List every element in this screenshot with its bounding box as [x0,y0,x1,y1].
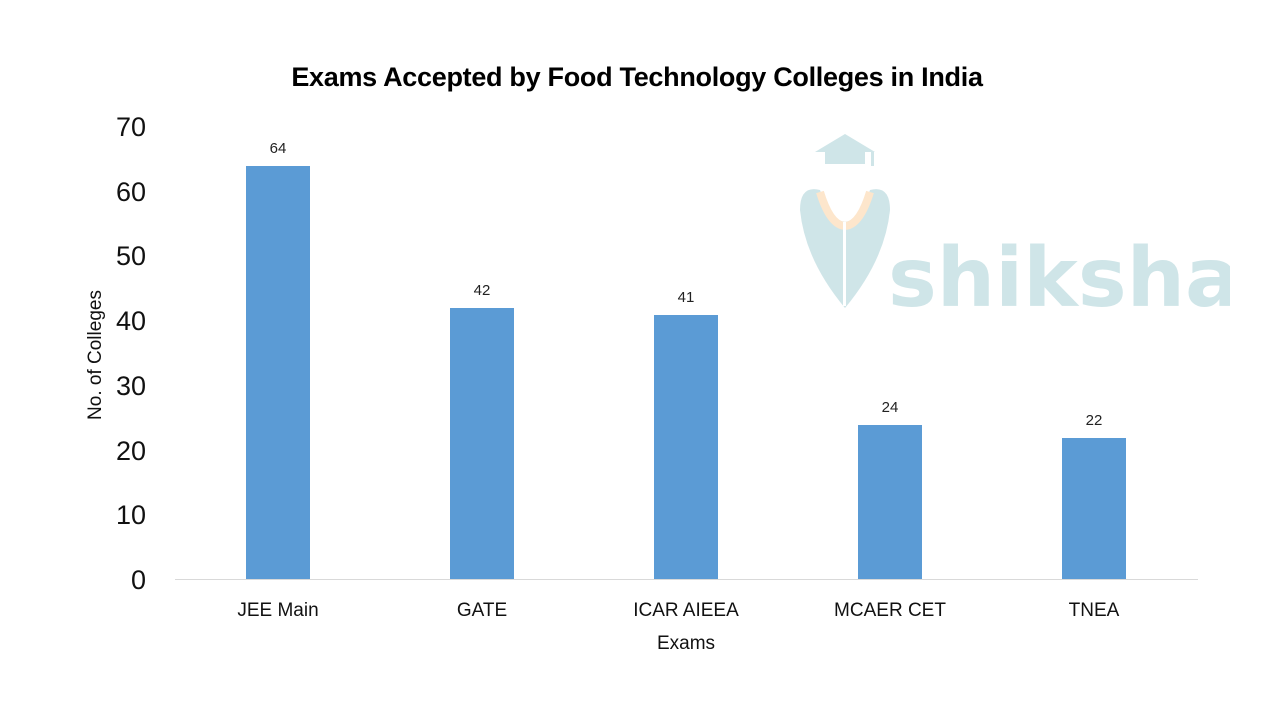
bar-mcaer-cet [858,424,922,580]
y-tick-label: 0 [130,565,146,595]
chart-title: Exams Accepted by Food Technology Colleg… [291,62,983,92]
y-tick-label: 10 [115,500,146,531]
x-tick-label: MCAER CET [834,600,946,621]
x-tick-label: JEE Main [237,600,319,621]
watermark-text: shiksha [888,231,1230,320]
data-label: 42 [473,282,491,300]
y-tick-label: 70 [115,112,146,142]
data-label: 24 [881,398,899,416]
bar-jee-main [246,165,310,580]
x-tick-label: ICAR AIEEA [633,600,739,621]
y-tick-label: 40 [115,306,146,337]
y-tick-label: 20 [115,435,146,466]
x-tick-label: GATE [456,600,508,621]
bar-tnea [1062,437,1126,580]
shiksha-watermark-logo: shiksha [790,130,1240,326]
x-axis-line [175,579,1198,580]
bar-gate [450,308,514,580]
shiksha-logo-icon: shiksha [800,134,1240,326]
data-label: 22 [1085,411,1103,429]
y-tick-label: 30 [115,370,146,401]
bar-icar-aieea [654,314,718,580]
y-tick-label: 50 [115,241,146,272]
data-label: 41 [677,288,695,306]
x-tick-label: TNEA [1068,600,1120,621]
data-label: 64 [269,139,287,157]
y-axis-label: No. of Colleges [85,290,106,420]
x-axis-label: Exams [656,633,716,654]
y-tick-label: 60 [115,176,146,207]
